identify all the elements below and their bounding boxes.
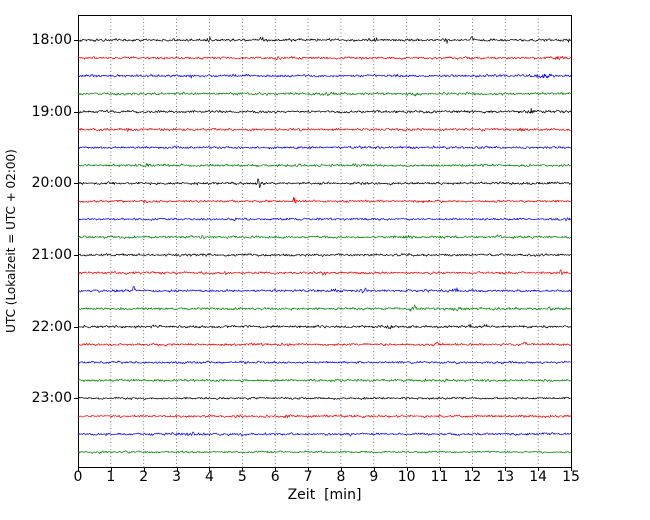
y-axis-label: UTC (Lokalzeit = UTC + 02:00) bbox=[4, 149, 18, 333]
x-tick-label: 10 bbox=[397, 469, 416, 485]
x-tick-label: 5 bbox=[237, 469, 247, 485]
x-tick-label: 14 bbox=[529, 469, 548, 485]
x-tick-label: 11 bbox=[430, 469, 449, 485]
x-tick-label: 4 bbox=[204, 469, 214, 485]
x-tick-label: 7 bbox=[303, 469, 313, 485]
y-tick-label: 18:00 bbox=[31, 32, 72, 48]
x-tick-label: 13 bbox=[496, 469, 515, 485]
x-tick-label: 2 bbox=[139, 469, 149, 485]
x-tick-label: 15 bbox=[562, 469, 580, 485]
x-axis-label: Zeit [min] bbox=[287, 487, 362, 503]
x-tick-label: 1 bbox=[106, 469, 116, 485]
x-tick-label: 9 bbox=[369, 469, 379, 485]
y-tick-label: 22:00 bbox=[31, 318, 72, 335]
x-tick-label: 12 bbox=[463, 469, 482, 485]
y-tick-label: 21:00 bbox=[31, 246, 72, 263]
y-tick-label: 19:00 bbox=[31, 103, 72, 120]
x-tick-label: 8 bbox=[336, 469, 346, 485]
x-tick-label: 0 bbox=[73, 469, 83, 485]
x-tick-label: 3 bbox=[172, 469, 182, 485]
y-tick-label: 20:00 bbox=[31, 175, 72, 192]
x-tick-label: 6 bbox=[270, 469, 280, 485]
y-tick-label: 23:00 bbox=[31, 390, 72, 407]
